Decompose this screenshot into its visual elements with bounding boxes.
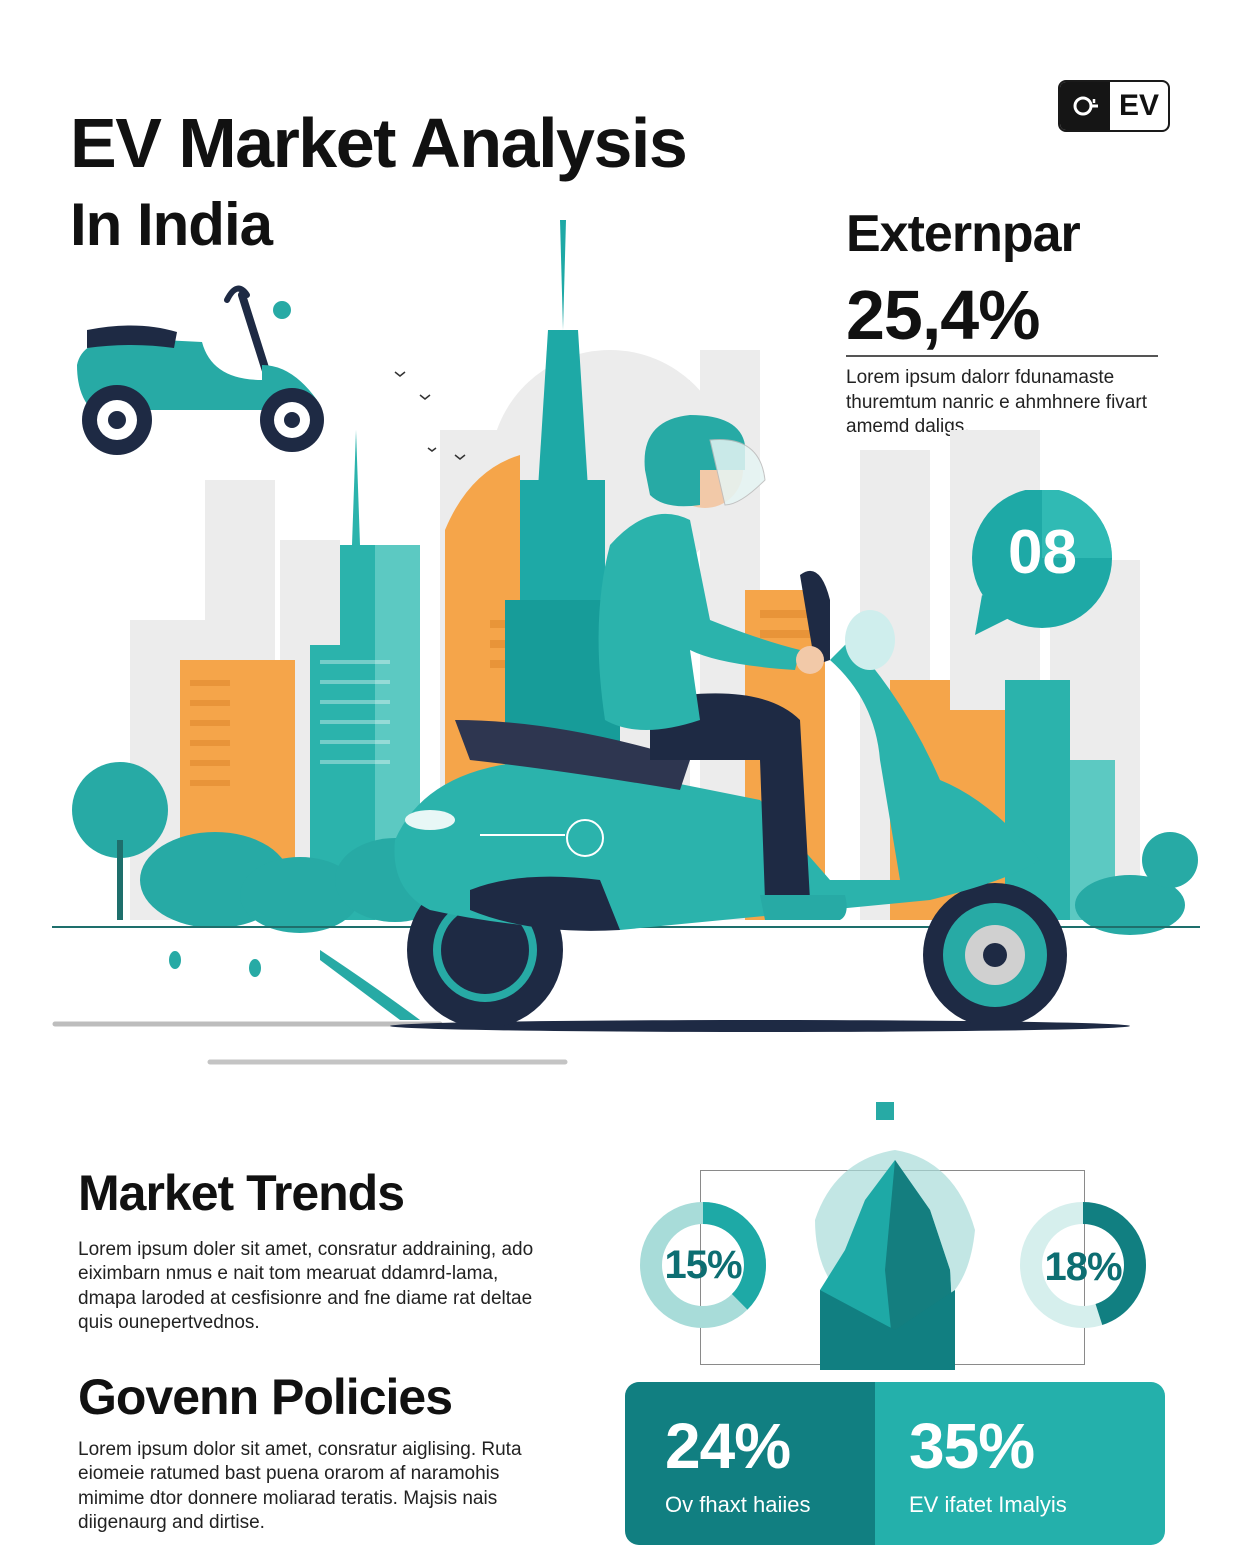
donut-chart-15 xyxy=(640,1202,766,1328)
market-trends-body: Lorem ipsum doler sit amet, consratur ad… xyxy=(78,1239,534,1333)
stat-card-1: 24% Ov fhaxt haiies xyxy=(625,1382,875,1545)
donut-arc xyxy=(640,1202,766,1328)
logo-text: EV xyxy=(1118,89,1160,122)
donut-chart-18 xyxy=(1020,1202,1146,1328)
donut-label-18: 18% xyxy=(1044,1245,1122,1289)
stat-card-2: 35% EV ifatet Imalyis xyxy=(875,1382,1165,1545)
highlight-value: 25,4% xyxy=(846,276,1040,354)
main-scooter xyxy=(394,570,1067,1028)
stat-card-2-value: 35% xyxy=(909,1410,1035,1482)
ev-logo-badge: EV xyxy=(1058,80,1170,132)
highlight-description: Lorem ipsum dalorr fdunamaste thuremtum … xyxy=(846,367,1147,438)
hero-illustration xyxy=(52,220,1200,1065)
rider xyxy=(598,415,847,920)
bubble-value: 08 xyxy=(1008,518,1077,587)
policies-body: Lorem ipsum dolor sit amet, consratur ai… xyxy=(78,1439,522,1533)
speech-bubble-icon xyxy=(972,490,1112,635)
stat-panel: 24% Ov fhaxt haiies 35% EV ifatet Imalyi… xyxy=(625,1382,1165,1545)
stat-card-1-caption: Ov fhaxt haiies xyxy=(665,1492,811,1517)
stat-card-2-caption: EV ifatet Imalyis xyxy=(909,1492,1067,1517)
donut-label-15: 15% xyxy=(664,1243,742,1287)
market-trends-title: Market Trends xyxy=(78,1165,405,1221)
page-title: EV Market Analysis xyxy=(70,104,688,182)
highlight-divider xyxy=(846,355,1158,357)
stat-card-1-value: 24% xyxy=(665,1410,791,1482)
scooter-icon xyxy=(77,285,324,455)
trees xyxy=(72,762,1198,935)
page-subtitle: In India xyxy=(70,191,273,258)
policies-title: Govenn Policies xyxy=(78,1369,453,1425)
plug-icon xyxy=(1060,82,1110,130)
donut-arc xyxy=(1020,1202,1146,1328)
highlight-label: Externpar xyxy=(846,205,1081,263)
mountain-graphic xyxy=(815,1102,975,1370)
